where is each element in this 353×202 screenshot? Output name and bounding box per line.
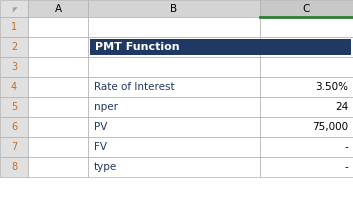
Bar bbox=[28, 57, 88, 77]
Text: 1: 1 bbox=[11, 22, 17, 32]
Bar bbox=[90, 39, 351, 55]
Bar bbox=[88, 37, 260, 57]
Bar bbox=[28, 117, 88, 137]
Text: 5: 5 bbox=[11, 102, 17, 112]
Bar bbox=[260, 37, 353, 57]
Bar bbox=[260, 117, 353, 137]
Text: type: type bbox=[94, 162, 117, 172]
Text: 24: 24 bbox=[335, 102, 348, 112]
Bar bbox=[0, 157, 28, 177]
Bar bbox=[0, 37, 28, 57]
Bar bbox=[260, 97, 353, 117]
Bar bbox=[28, 97, 88, 117]
Bar bbox=[88, 137, 260, 157]
Bar bbox=[260, 77, 353, 97]
Polygon shape bbox=[13, 7, 18, 13]
Text: Rate of Interest: Rate of Interest bbox=[94, 82, 175, 92]
Bar bbox=[0, 57, 28, 77]
Text: -: - bbox=[344, 142, 348, 152]
Text: 2: 2 bbox=[11, 42, 17, 52]
Text: PMT Function: PMT Function bbox=[95, 42, 180, 52]
Bar bbox=[28, 17, 88, 37]
Bar bbox=[88, 157, 260, 177]
Text: nper: nper bbox=[94, 102, 118, 112]
Bar bbox=[260, 17, 353, 37]
Bar bbox=[260, 57, 353, 77]
Bar bbox=[0, 77, 28, 97]
Text: PV: PV bbox=[94, 122, 107, 132]
Bar bbox=[260, 0, 353, 17]
Bar bbox=[0, 17, 28, 37]
Bar bbox=[28, 0, 88, 17]
Bar bbox=[88, 97, 260, 117]
Bar bbox=[88, 77, 260, 97]
Text: 7: 7 bbox=[11, 142, 17, 152]
Text: A: A bbox=[54, 3, 61, 14]
Text: 3: 3 bbox=[11, 62, 17, 72]
Bar bbox=[0, 117, 28, 137]
Bar bbox=[260, 157, 353, 177]
Bar bbox=[260, 137, 353, 157]
Bar bbox=[28, 37, 88, 57]
Bar bbox=[88, 0, 260, 17]
Bar bbox=[28, 137, 88, 157]
Text: 6: 6 bbox=[11, 122, 17, 132]
Bar bbox=[0, 0, 28, 17]
Bar bbox=[28, 157, 88, 177]
Bar bbox=[0, 137, 28, 157]
Bar bbox=[88, 17, 260, 37]
Text: C: C bbox=[303, 3, 310, 14]
Bar bbox=[0, 97, 28, 117]
Bar bbox=[88, 57, 260, 77]
Bar bbox=[28, 77, 88, 97]
Text: 75,000: 75,000 bbox=[312, 122, 348, 132]
Text: B: B bbox=[170, 3, 178, 14]
Text: 8: 8 bbox=[11, 162, 17, 172]
Text: 3.50%: 3.50% bbox=[315, 82, 348, 92]
Text: -: - bbox=[344, 162, 348, 172]
Text: FV: FV bbox=[94, 142, 107, 152]
Text: 4: 4 bbox=[11, 82, 17, 92]
Bar bbox=[88, 117, 260, 137]
